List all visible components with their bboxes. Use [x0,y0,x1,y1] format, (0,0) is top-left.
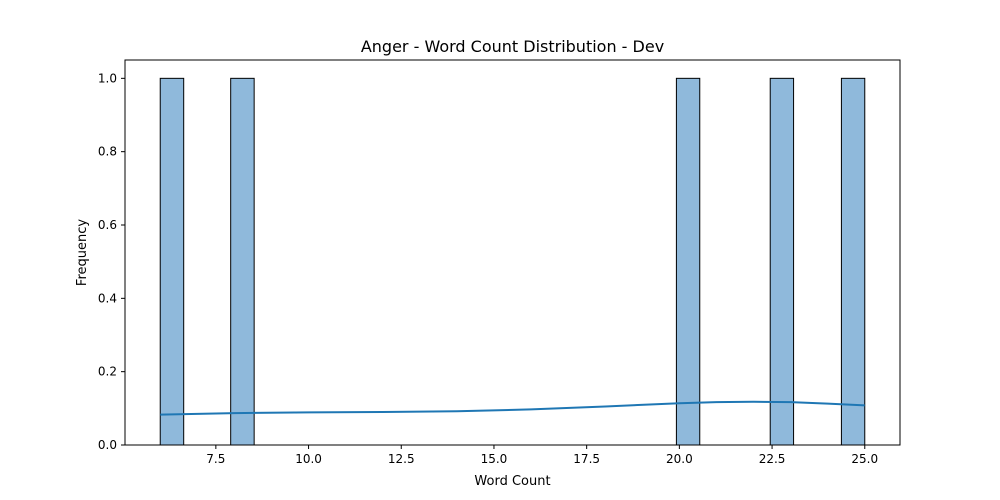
y-tick-label-1: 0.0 [98,438,117,452]
x-tick-label-7: 22.5 [759,452,786,466]
kde-line [160,400,865,416]
kde-layer [160,400,865,416]
x-tick-label-1: 7.5 [206,452,225,466]
y-tick-label-3: 0.4 [98,291,117,305]
x-axis-ticks: 7.5 10.0 12.5 15.0 17.5 20.0 22.5 25.0 [206,445,878,466]
y-tick-label-5: 0.8 [98,145,117,159]
y-tick-label-2: 0.2 [98,365,117,379]
x-tick-label-2: 10.0 [295,452,322,466]
y-tick-label-6: 1.0 [98,71,117,85]
histogram-bar-4 [769,77,795,446]
x-tick-label-8: 25.0 [851,452,878,466]
histogram-bar-5 [840,77,866,446]
x-axis-label: Word Count [474,474,550,489]
histogram-bar-3 [675,77,701,446]
histogram-bar-2 [230,77,255,446]
bars-layer [159,77,866,446]
histogram-bar-1 [159,77,185,446]
y-axis-label: Frequency [75,219,90,286]
y-tick-label-4: 0.6 [98,218,117,232]
plot-frame [124,59,901,446]
y-axis-ticks: 0.0 0.2 0.4 0.6 0.8 1.0 [98,71,125,452]
x-tick-label-3: 12.5 [388,452,415,466]
x-tick-label-5: 17.5 [573,452,600,466]
chart-title: Anger - Word Count Distribution - Dev [361,37,664,56]
x-tick-label-6: 20.0 [666,452,693,466]
x-tick-label-4: 15.0 [481,452,508,466]
